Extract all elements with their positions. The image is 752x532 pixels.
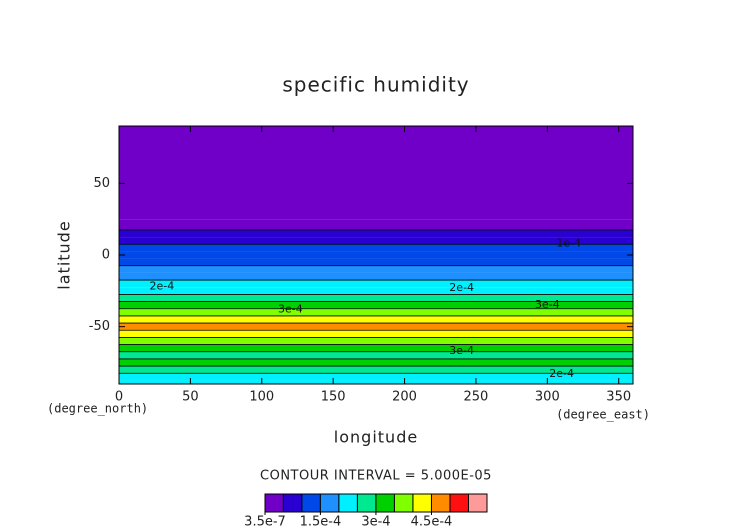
colorbar-tick-label: 3.5e-7 — [244, 515, 286, 530]
colorbar-box — [356, 493, 377, 513]
colorbar-box — [393, 493, 414, 513]
colorbar-tick-label: 3e-4 — [361, 515, 390, 530]
x-tick-label: 50 — [182, 390, 199, 405]
y-axis-label: latitude — [55, 220, 74, 289]
contour-band — [119, 280, 633, 288]
contour-band — [119, 190, 633, 220]
contour-band — [119, 366, 633, 374]
colorbar-box — [264, 493, 284, 513]
contour-band — [119, 237, 633, 245]
colorbar-box — [467, 493, 488, 513]
x-axis-label: longitude — [334, 428, 418, 447]
contour-band — [119, 258, 633, 266]
colorbar-tick-label: 4.5e-4 — [411, 515, 453, 530]
contour-band — [119, 358, 633, 367]
contour-band — [119, 251, 633, 259]
y-tick-label: -50 — [89, 319, 110, 334]
contour-label: 3e-4 — [449, 344, 474, 357]
x-tick-label: 100 — [249, 390, 274, 405]
contour-band — [119, 265, 633, 273]
y-unit: (degree_north) — [47, 402, 148, 416]
colorbar-box — [319, 493, 340, 513]
contour-band — [119, 337, 633, 345]
colorbar-box — [375, 493, 395, 513]
contour-band — [119, 294, 633, 302]
contour-interval: CONTOUR INTERVAL = 5.000E-05 — [260, 469, 492, 484]
x-tick-label: 350 — [606, 390, 631, 405]
y-tick-label: 50 — [93, 176, 110, 191]
chart-title: specific humidity — [282, 73, 469, 97]
colorbar-box — [449, 493, 469, 513]
contour-band — [119, 229, 633, 238]
contour-band — [119, 308, 633, 316]
contour-band — [119, 301, 633, 309]
contour-band — [119, 330, 633, 338]
contour-band — [119, 373, 633, 381]
x-tick-label: 300 — [535, 390, 560, 405]
colorbar-box — [282, 493, 303, 513]
contour-band — [119, 287, 633, 295]
contour-label: 2e-4 — [149, 280, 174, 293]
x-tick-label: 200 — [392, 390, 417, 405]
colorbar-box — [301, 493, 321, 513]
colorbar-box — [430, 493, 451, 513]
contour-label: 2e-4 — [449, 281, 474, 294]
contour-label: 3e-4 — [535, 298, 560, 311]
y-tick-label: 0 — [102, 248, 110, 263]
contour-band — [119, 147, 633, 191]
x-tick-label: 0 — [115, 390, 123, 405]
x-tick-label: 250 — [464, 390, 489, 405]
contour-label: 2e-4 — [549, 367, 574, 380]
colorbar-box — [338, 493, 358, 513]
contour-band — [119, 315, 633, 324]
colorbar-box — [412, 493, 432, 513]
field — [119, 126, 633, 384]
colorbar-tick-label: 1.5e-4 — [300, 515, 342, 530]
contour-band — [119, 380, 633, 384]
contour-band — [119, 323, 633, 331]
contour-band — [119, 126, 633, 148]
contour-label: 1e-4 — [556, 237, 581, 250]
contour-band — [119, 344, 633, 352]
contour-band — [119, 272, 633, 281]
x-tick-label: 150 — [321, 390, 346, 405]
contour-band — [119, 244, 633, 252]
x-unit: (degree_east) — [556, 408, 650, 422]
contour-band — [119, 351, 633, 359]
contour-band — [119, 219, 633, 230]
contour-label: 3e-4 — [278, 302, 303, 315]
